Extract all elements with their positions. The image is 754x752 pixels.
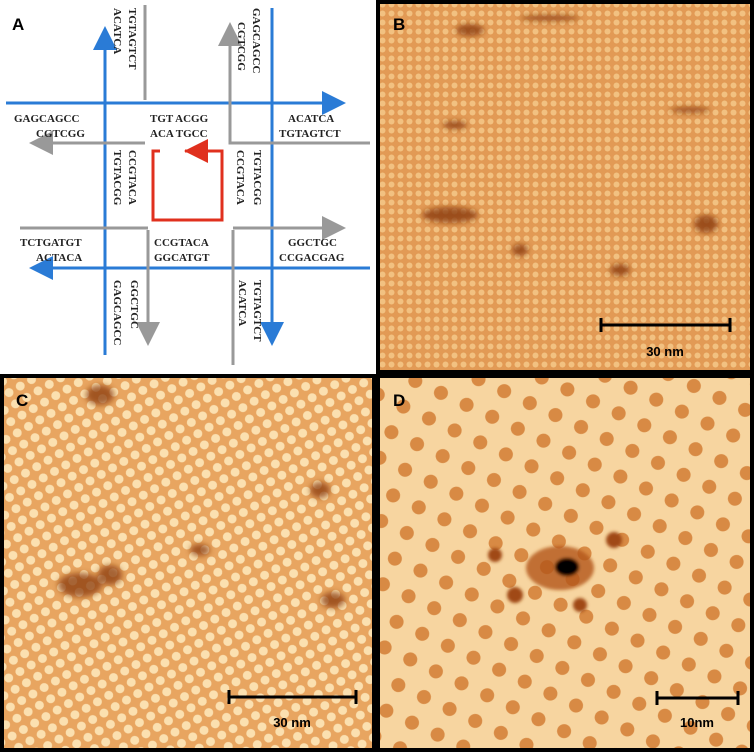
afm-image [0,374,376,752]
sequence: CGTCGG [36,128,85,140]
panel-label: D [393,391,405,410]
scale-bar-label: 30 nm [273,715,311,730]
scale-bar-label: 30 nm [646,344,684,359]
panel-b: B 30 nm [376,0,754,374]
sequence: CCGTACA [234,150,246,205]
sequence: GGCTGC [128,280,140,329]
sequence: GAGCAGCC [14,113,79,125]
panel-a: A ACATCA TGTAGTCT GAGCAGCC CGTCGG GAGCAG… [6,5,370,365]
sequence: GGCTGC [288,237,337,249]
afm-image [376,0,754,374]
sequence: TGTAGTCT [251,280,263,342]
scale-bar-label: 10nm [680,715,714,730]
panel-c: C 30 nm [0,374,376,752]
sequence: ACATCA [288,113,334,125]
sequence: TGTAGTCT [126,8,138,70]
sequence: ACATCA [111,8,123,54]
panel-label: A [12,15,24,34]
sequence: TGTACGG [111,150,123,206]
sequence: CCGTACA [126,150,138,205]
sequence: GGCATGT [154,252,210,264]
sequence: GAGCAGCC [250,8,262,73]
sequence: TGT ACGG [150,113,209,125]
sequence: ACTACA [36,252,82,264]
sequence: CCGTACA [154,237,209,249]
panel-d: D 10nm [376,374,754,752]
panel-label: B [393,15,405,34]
sequence: TGTACGG [251,150,263,206]
sequence: TCTGATGT [20,237,82,249]
sequence: TGTAGTCT [279,128,341,140]
sequence: CCGACGAG [279,252,345,264]
sequence: GAGCAGCC [111,280,123,345]
sequence: ACATCA [236,280,248,326]
sequence: CGTCGG [235,22,247,71]
sequence: ACA TGCC [150,128,208,140]
panel-label: C [16,391,28,410]
